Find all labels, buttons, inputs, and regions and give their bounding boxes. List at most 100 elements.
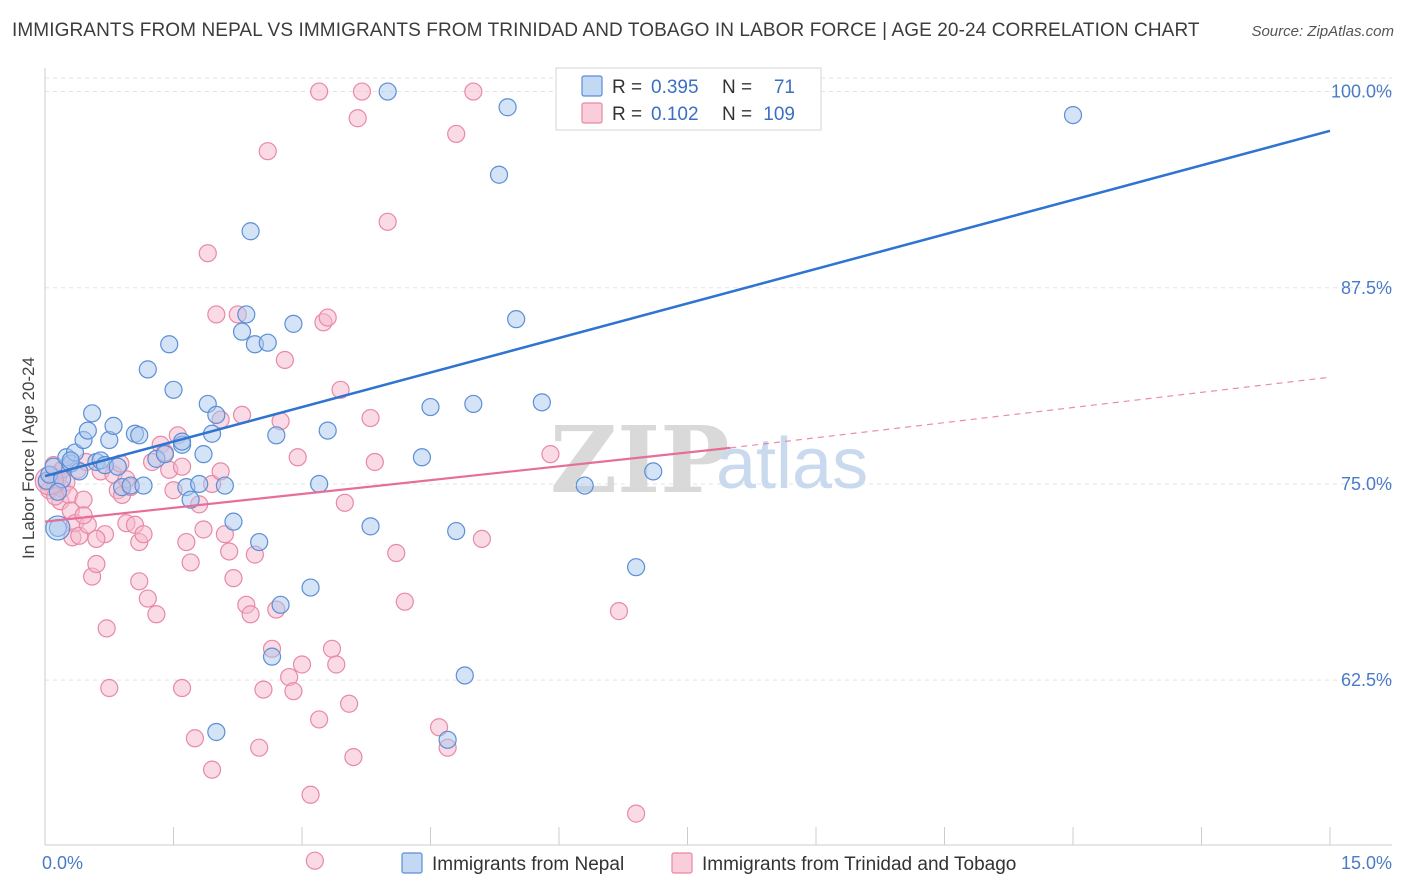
x-tick-label-0: 0.0% <box>42 853 83 873</box>
tt-point-47 <box>194 520 213 539</box>
tt-point-97 <box>609 602 629 621</box>
tt-point-87 <box>387 543 406 563</box>
trend-lines <box>44 129 1331 523</box>
tt-point-102 <box>130 572 149 591</box>
tt-point-20 <box>87 554 106 574</box>
x-tick-labels: 0.0% 15.0% <box>42 853 1392 873</box>
tt-point-43 <box>177 532 196 552</box>
bottom-legend-label-tt: Immigrants from Trinidad and Tobago <box>702 854 1016 875</box>
legend-n-value-nepal: 71 <box>774 77 795 98</box>
nepal-point-53 <box>412 448 432 467</box>
nepal-point-61 <box>507 310 526 329</box>
tt-point-99 <box>310 82 329 101</box>
nepal-point-52 <box>378 82 397 101</box>
nepal-point-16 <box>104 416 123 435</box>
y-tick-label-0: 62.5% <box>1341 670 1392 690</box>
nepal-point-43 <box>258 333 277 352</box>
tt-point-69 <box>288 448 307 467</box>
nepal-point-62 <box>532 393 551 412</box>
nepal-point-67 <box>207 722 226 742</box>
tt-point-53 <box>220 542 239 561</box>
tt-point-83 <box>352 82 372 101</box>
tt-point-103 <box>87 529 106 549</box>
y-tick-label-2: 87.5% <box>1341 278 1392 298</box>
tt-point-33 <box>134 525 153 544</box>
nepal-point-2 <box>44 457 63 476</box>
series-nepal <box>37 82 1083 749</box>
nepal-point-25 <box>155 445 175 464</box>
nepal-point-65 <box>626 558 646 577</box>
tt-point-92 <box>464 82 483 101</box>
tt-point-104 <box>74 506 93 525</box>
legend-box: R = 0.395 N = 71 R = 0.102 N = 109 <box>555 67 822 131</box>
tt-point-86 <box>378 212 397 231</box>
watermark-zip: ZIP <box>550 406 729 514</box>
tt-point-52 <box>215 525 234 544</box>
tt-point-36 <box>147 605 166 624</box>
tt-point-72 <box>305 851 324 870</box>
nepal-point-57 <box>455 666 474 685</box>
tt-point-93 <box>472 529 491 549</box>
tt-point-68 <box>284 682 303 701</box>
bottom-legend-swatch-nepal <box>401 852 423 874</box>
tt-point-78 <box>331 380 350 399</box>
tt-point-76 <box>322 639 342 658</box>
trend-line-tt <box>44 446 731 523</box>
chart-title: IMMIGRANTS FROM NEPAL VS IMMIGRANTS FROM… <box>12 20 1200 41</box>
tt-point-80 <box>340 694 359 713</box>
nepal-point-26 <box>160 335 179 354</box>
nepal-point-27 <box>164 380 183 399</box>
nepal-point-50 <box>318 421 337 440</box>
nepal-point-30 <box>181 490 200 509</box>
tt-point-66 <box>275 350 294 370</box>
legend-n-value-tt: 109 <box>763 104 795 125</box>
nepal-point-31 <box>190 474 209 494</box>
nepal-point-10 <box>78 421 97 440</box>
tt-point-73 <box>310 710 329 729</box>
y-tick-label-1: 75.0% <box>1341 474 1392 494</box>
axes <box>44 68 1392 846</box>
nepal-point-54 <box>421 397 440 417</box>
nepal-point-63 <box>575 476 594 495</box>
nepal-point-35 <box>207 405 226 425</box>
tt-point-48 <box>198 244 217 263</box>
tt-point-42 <box>172 678 192 698</box>
y-tick-label-3: 100.0% <box>1331 82 1392 102</box>
y-axis-label: In Labor Force | Age 20-24 <box>19 357 38 559</box>
tt-point-75 <box>318 308 337 327</box>
trend-line-tt-extension <box>730 376 1331 449</box>
tt-point-60 <box>250 738 269 757</box>
tt-point-81 <box>344 747 363 767</box>
tt-point-89 <box>429 718 449 737</box>
nepal-point-21 <box>130 426 149 445</box>
x-tick-label-1: 15.0% <box>1341 853 1392 873</box>
trend-line-nepal <box>44 129 1331 478</box>
nepal-point-47 <box>284 314 303 333</box>
nepal-point-39 <box>237 305 256 324</box>
nepal-point-11 <box>83 404 102 423</box>
nepal-point-42 <box>250 532 269 552</box>
tt-point-98 <box>626 804 646 823</box>
tt-point-61 <box>254 680 273 699</box>
tt-point-50 <box>207 305 226 324</box>
legend-swatch-tt <box>581 102 603 124</box>
nepal-point-64 <box>644 462 663 481</box>
nepal-point-44 <box>262 647 282 666</box>
tt-point-23 <box>97 619 116 638</box>
nepal-point-48 <box>301 578 320 597</box>
legend-r-value-nepal: 0.395 <box>651 77 699 98</box>
tt-point-94 <box>541 445 560 464</box>
tt-point-54 <box>224 569 243 588</box>
tt-point-58 <box>241 605 260 624</box>
tt-point-79 <box>335 493 354 512</box>
nepal-point-70 <box>48 482 67 501</box>
legend-n-label-tt: N = <box>722 104 752 125</box>
tt-point-70 <box>292 655 312 674</box>
tt-point-16 <box>74 490 93 509</box>
bottom-legend-swatch-tt <box>671 852 693 874</box>
watermark: ZIP atlas <box>550 406 868 514</box>
tt-point-85 <box>365 452 384 472</box>
nepal-point-46 <box>271 595 290 614</box>
nepal-point-40 <box>241 222 260 241</box>
nepal-point-56 <box>447 521 466 541</box>
